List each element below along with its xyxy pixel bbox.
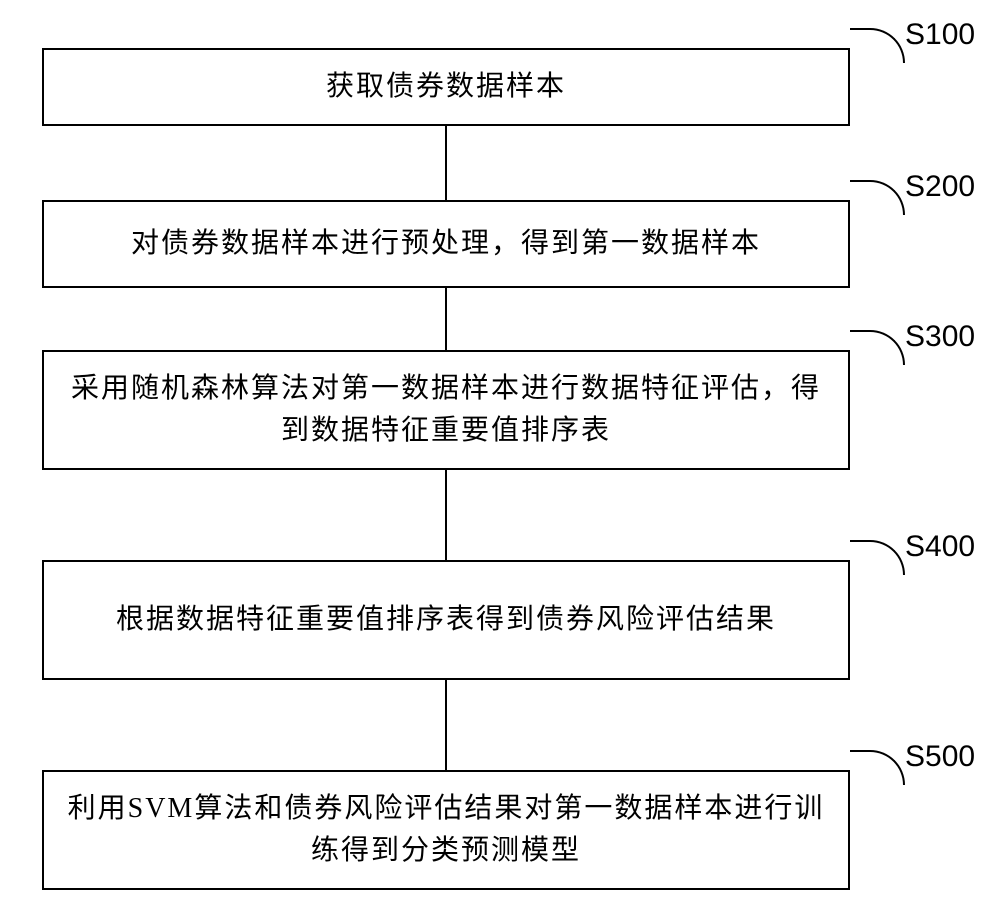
step-label-s500: S500 [905,740,975,774]
label-curve-s100 [850,28,905,63]
step-text-s100: 获取债券数据样本 [326,66,566,108]
step-label-s100: S100 [905,18,975,52]
step-box-s100: 获取债券数据样本 [42,48,850,126]
label-curve-s400 [850,540,905,575]
label-curve-s500 [850,750,905,785]
step-label-s400: S400 [905,530,975,564]
step-text-s300: 采用随机森林算法对第一数据样本进行数据特征评估，得到数据特征重要值排序表 [64,368,828,452]
step-label-s300: S300 [905,320,975,354]
label-curve-s200 [850,180,905,215]
connector-s100-s200 [445,126,447,200]
step-text-s400: 根据数据特征重要值排序表得到债券风险评估结果 [116,599,776,641]
step-box-s500: 利用SVM算法和债券风险评估结果对第一数据样本进行训练得到分类预测模型 [42,770,850,890]
connector-s400-s500 [445,680,447,770]
step-box-s400: 根据数据特征重要值排序表得到债券风险评估结果 [42,560,850,680]
step-label-s200: S200 [905,170,975,204]
step-text-s200: 对债券数据样本进行预处理，得到第一数据样本 [131,223,761,265]
step-text-s500: 利用SVM算法和债券风险评估结果对第一数据样本进行训练得到分类预测模型 [64,788,828,872]
step-box-s300: 采用随机森林算法对第一数据样本进行数据特征评估，得到数据特征重要值排序表 [42,350,850,470]
step-box-s200: 对债券数据样本进行预处理，得到第一数据样本 [42,200,850,288]
connector-s200-s300 [445,288,447,350]
connector-s300-s400 [445,470,447,560]
flowchart-container: 获取债券数据样本 S100 对债券数据样本进行预处理，得到第一数据样本 S200… [0,0,1000,920]
label-curve-s300 [850,330,905,365]
